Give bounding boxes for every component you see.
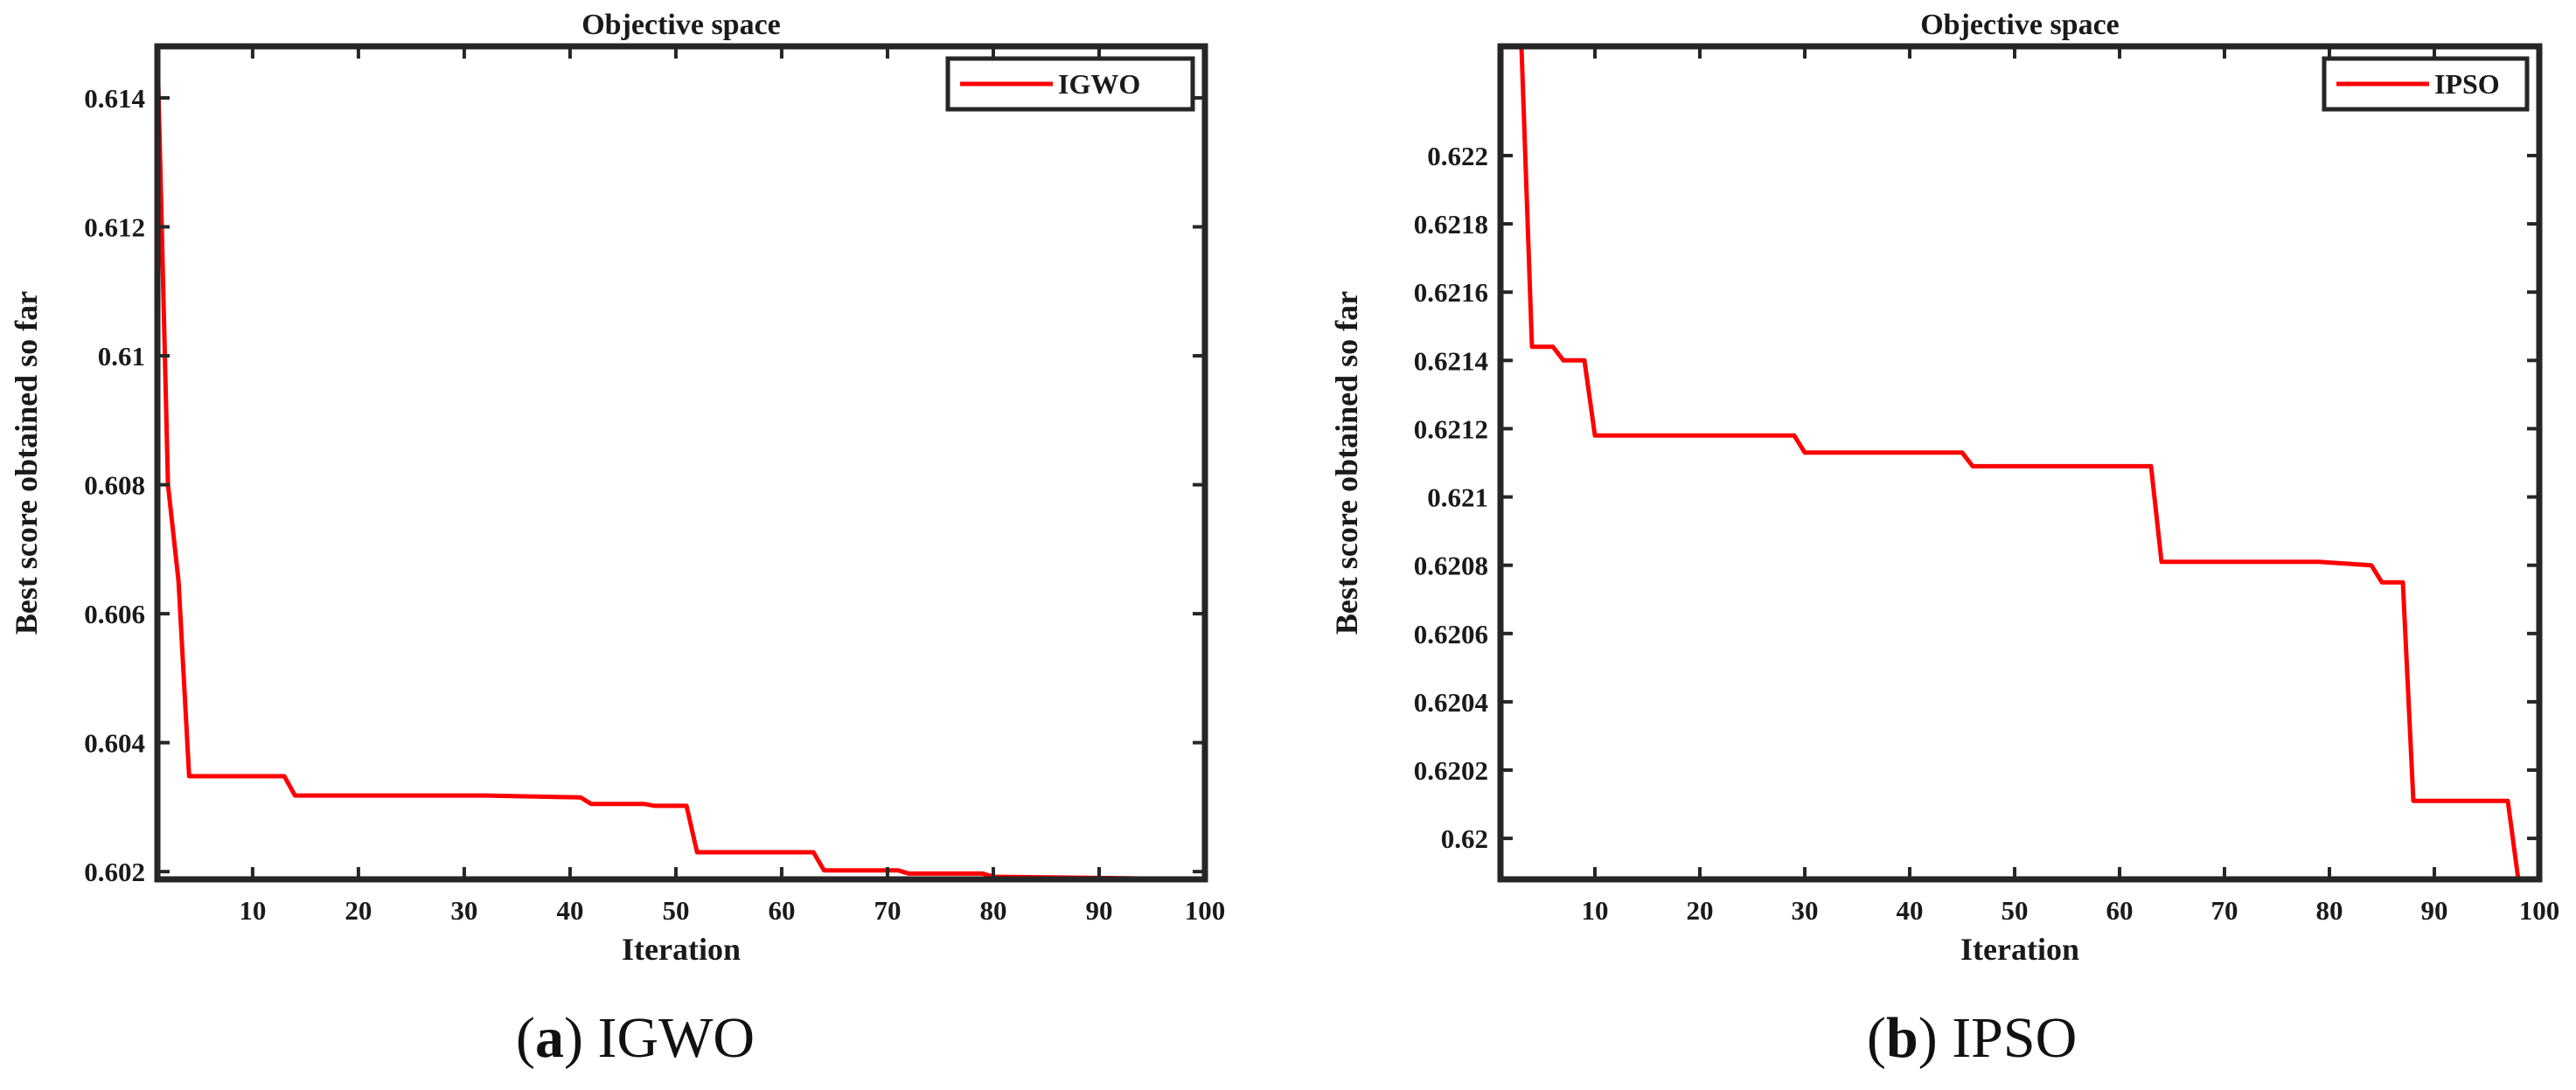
caption-a-letter: a xyxy=(534,1006,564,1070)
chart-b-xtick-label: 100 xyxy=(2519,895,2560,926)
chart-a-ytick-label: 0.61 xyxy=(98,341,145,371)
chart-b-plot-area xyxy=(1500,46,2539,879)
chart-a-ytick-label: 0.604 xyxy=(84,728,145,759)
chart-b-title: Objective space xyxy=(1920,9,2120,41)
caption-b: (b) IPSO xyxy=(1867,1006,2078,1070)
chart-b-xlabel: Iteration xyxy=(1960,932,2079,967)
chart-a-xtick-label: 70 xyxy=(874,895,901,926)
chart-b-xtick-label: 90 xyxy=(2421,895,2448,926)
chart-a-xtick-label: 10 xyxy=(239,895,266,926)
chart-a-ytick-label: 0.606 xyxy=(84,599,145,629)
chart-a-ytick-label: 0.614 xyxy=(84,83,145,114)
chart-b-ytick-label: 0.622 xyxy=(1427,141,1488,171)
chart-b-xtick-label: 20 xyxy=(1687,895,1714,926)
caption-b-text: IPSO xyxy=(1952,1006,2078,1070)
chart-a-ylabel: Best score obtained so far xyxy=(9,291,44,635)
chart-b: 10 20 30 40 50 60 70 80 90 100 0.62 0.6202 0.6204 0.6… xyxy=(1329,9,2559,967)
chart-a-xtick-label: 40 xyxy=(556,895,583,926)
chart-b-ytick-label: 0.6204 xyxy=(1414,687,1488,718)
chart-a-title: Objective space xyxy=(581,9,781,41)
chart-a-xtick-label: 20 xyxy=(345,895,372,926)
chart-b-xtick-label: 50 xyxy=(2002,895,2029,926)
chart-a-xtick-label: 90 xyxy=(1085,895,1112,926)
chart-b-series-line-0 xyxy=(1498,44,2542,882)
chart-b-ytick-label: 0.6214 xyxy=(1414,345,1488,376)
chart-b-xtick-label: 60 xyxy=(2106,895,2134,926)
chart-a-ytick-label: 0.602 xyxy=(84,857,145,887)
chart-a-xtick-label: 100 xyxy=(1185,895,1226,926)
chart-b-xtick-label: 70 xyxy=(2211,895,2238,926)
chart-a-ytick-label: 0.608 xyxy=(84,470,145,501)
chart-a-axes-box xyxy=(154,43,1208,883)
chart-b-ylabel: Best score obtained so far xyxy=(1329,291,1364,635)
chart-b-axes-box xyxy=(1497,43,2543,883)
chart-b-xtick-label: 10 xyxy=(1582,895,1609,926)
chart-b-xtick-label: 40 xyxy=(1897,895,1924,926)
chart-b-ytick-label: 0.6208 xyxy=(1414,551,1488,581)
chart-a-xtick-label: 60 xyxy=(768,895,795,926)
chart-b-ytick-label: 0.62 xyxy=(1441,823,1488,854)
caption-b-letter: b xyxy=(1885,1006,1918,1070)
chart-a-xtick-label: 50 xyxy=(662,895,689,926)
chart-a-legend-label: IGWO xyxy=(1058,68,1140,100)
chart-a-series-line-0 xyxy=(155,44,1208,882)
chart-b-xtick-label: 30 xyxy=(1792,895,1819,926)
chart-b-xtick-label: 80 xyxy=(2316,895,2343,926)
chart-b-ytick-label: 0.6206 xyxy=(1414,619,1488,649)
chart-b-ytick-label: 0.6216 xyxy=(1414,277,1488,308)
chart-b-legend-label: IPSO xyxy=(2434,68,2500,100)
caption-a-text: IGWO xyxy=(597,1006,755,1070)
chart-b-ytick-label: 0.6202 xyxy=(1414,755,1488,786)
caption-a: (a) IGWO xyxy=(516,1006,755,1070)
chart-a-plot-area xyxy=(157,46,1205,879)
chart-a-xtick-label: 30 xyxy=(450,895,477,926)
chart-b-ytick-label: 0.6218 xyxy=(1414,209,1488,240)
chart-a: 10 20 30 40 50 60 70 80 90 100 0.602 0.604 0.606 0.60… xyxy=(9,9,1225,967)
chart-a-xtick-label: 80 xyxy=(979,895,1006,926)
chart-b-ytick-label: 0.621 xyxy=(1427,483,1488,513)
chart-a-ytick-label: 0.612 xyxy=(84,212,145,243)
chart-a-xlabel: Iteration xyxy=(622,932,741,967)
chart-b-ytick-label: 0.6212 xyxy=(1414,413,1488,444)
